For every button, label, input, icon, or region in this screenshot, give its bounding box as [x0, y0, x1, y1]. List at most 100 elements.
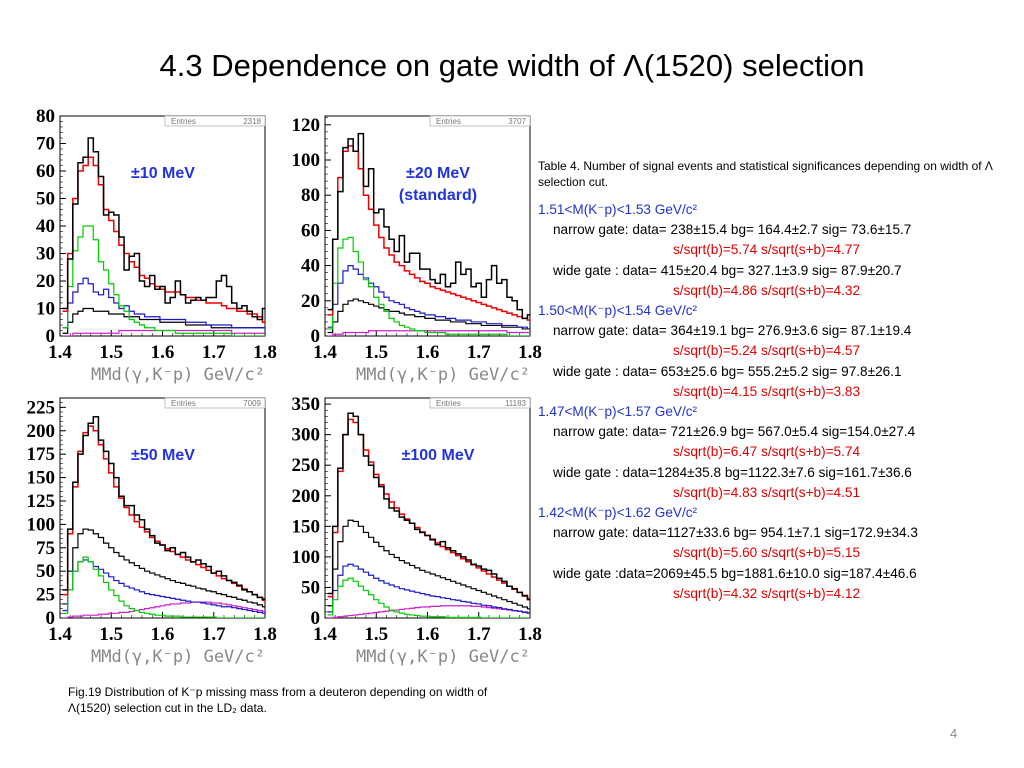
x-tick-label: 1.4 [313, 342, 337, 363]
gate-width-label: ±100 MeV [402, 447, 475, 464]
stats-entries-value: 7009 [243, 399, 261, 408]
x-tick-label: 1.5 [99, 342, 123, 363]
x-tick-label: 1.6 [151, 342, 175, 363]
narrow-significance-line: s/sqrt(b)=5.74 s/sqrt(s+b)=4.77 [673, 242, 861, 258]
stats-box: Entries 7009 [164, 397, 266, 409]
histogram-panel-50mev: Entries 7009 0 25 50 75 100 125 150 175 200 225 1.4 1… [20, 390, 280, 670]
y-tick-label: 150 [292, 516, 321, 537]
y-tick-label: 20 [301, 291, 320, 312]
wide-significance-line: s/sqrt(b)=4.15 s/sqrt(s+b)=3.83 [673, 383, 861, 399]
wide-gate-line: wide gate :data=2069±45.5 bg=1881.6±10.0… [553, 565, 917, 581]
x-tick-label: 1.6 [416, 624, 440, 645]
gate-width-label: ±10 MeV [131, 165, 195, 182]
x-axis-label: MMd(γ,K⁻p) GeV/c² [91, 365, 265, 385]
narrow-gate-line: narrow gate: data=1127±33.6 bg= 954.1±7.… [553, 525, 918, 541]
series-signal [327, 236, 530, 336]
stats-box-frame [164, 397, 266, 409]
y-tick-label: 100 [292, 150, 321, 171]
stats-entries-label: Entries [436, 117, 461, 126]
stats-entries-value: 3707 [508, 117, 526, 126]
stats-entries-value: 11183 [505, 399, 527, 408]
x-tick-label: 1.5 [99, 624, 123, 645]
stats-box-frame [429, 115, 531, 127]
stats-box: Entries 11183 [429, 397, 531, 409]
y-tick-label: 100 [27, 514, 56, 535]
y-tick-label: 0 [46, 326, 56, 347]
series-signal [327, 577, 530, 618]
slide-title: 4.3 Dependence on gate width of Λ(1520) … [159, 48, 865, 83]
x-tick-label: 1.8 [518, 624, 542, 645]
y-tick-label: 30 [36, 244, 55, 265]
y-tick-label: 0 [46, 608, 56, 629]
x-tick-label: 1.8 [253, 624, 277, 645]
table-caption: Table 4. Number of signal events and sta… [538, 159, 993, 189]
mass-range-line: 1.51<M(K⁻p)<1.53 GeV/c² [538, 202, 698, 217]
y-tick-label: 150 [27, 468, 56, 489]
x-axis-label: MMd(γ,K⁻p) GeV/c² [356, 647, 530, 667]
histogram-series-group [327, 132, 530, 336]
histogram-chart-10mev: Entries 2318 0 10 20 30 40 50 60 70 80 1.4 1.5 1.6 1.7… [36, 106, 277, 385]
y-tick-label: 100 [292, 547, 321, 568]
gate-width-label: ±50 MeV [131, 447, 195, 464]
series-phase-space [327, 519, 530, 610]
wide-significance-line: s/sqrt(b)=4.32 s/sqrt(s+b)=4.12 [673, 585, 861, 601]
x-tick-label: 1.4 [313, 624, 337, 645]
narrow-significance-line: s/sqrt(b)=5.24 s/sqrt(s+b)=4.57 [673, 343, 861, 359]
x-tick-label: 1.7 [467, 624, 491, 645]
y-tick-label: 40 [301, 256, 320, 277]
plot-frame [59, 397, 266, 619]
x-tick-label: 1.5 [364, 342, 388, 363]
gate-width-sublabel: (standard) [399, 187, 477, 204]
y-tick-label: 60 [36, 161, 55, 182]
y-tick-label: 25 [36, 585, 55, 606]
plot-frame [324, 115, 531, 337]
y-tick-label: 70 [36, 134, 55, 155]
stats-box-frame [429, 397, 531, 409]
y-tick-label: 50 [36, 561, 55, 582]
y-tick-label: 80 [36, 106, 55, 127]
figure-caption: Fig.19 Distribution of K⁻p missing mass … [68, 685, 488, 715]
series-background [327, 563, 530, 614]
x-axis-label: MMd(γ,K⁻p) GeV/c² [356, 365, 530, 385]
histogram-chart-20mev: Entries 3707 0 20 40 60 80 100 120 1.4 1.5 1.6 1.7 1.… [292, 115, 542, 385]
y-tick-label: 20 [36, 271, 55, 292]
wide-significance-line: s/sqrt(b)=4.83 s/sqrt(s+b)=4.51 [673, 484, 861, 500]
stats-box: Entries 2318 [164, 115, 266, 127]
x-tick-label: 1.8 [253, 342, 277, 363]
x-tick-label: 1.7 [467, 342, 491, 363]
x-tick-label: 1.7 [202, 342, 226, 363]
gate-width-label: ±20 MeV [406, 165, 470, 182]
series-other [62, 329, 265, 336]
x-axis-label: MMd(γ,K⁻p) GeV/c² [91, 647, 265, 667]
stats-entries-value: 2318 [243, 117, 261, 126]
histogram-series-group [62, 415, 265, 618]
y-tick-label: 225 [27, 397, 56, 418]
x-tick-label: 1.4 [48, 342, 72, 363]
x-tick-label: 1.8 [518, 342, 542, 363]
y-tick-label: 250 [292, 455, 321, 476]
series-phase-space [62, 307, 265, 334]
series-data [327, 412, 530, 601]
x-tick-label: 1.4 [48, 624, 72, 645]
histogram-series-group [62, 137, 265, 336]
mass-range-line: 1.47<M(K⁻p)<1.57 GeV/c² [538, 404, 698, 420]
stats-entries-label: Entries [171, 399, 196, 408]
x-tick-label: 1.7 [202, 624, 226, 645]
series-background [327, 265, 530, 330]
wide-gate-line: wide gate : data= 415±20.4 bg= 327.1±3.9… [553, 262, 902, 278]
series-background [62, 559, 265, 614]
histogram-chart-100mev: Entries 11183 0 50 100 150 200 250 300 350 1.4 1.5 1… [292, 394, 542, 667]
wide-gate-line: wide gate : data=1284±35.8 bg=1122.3±7.6… [553, 464, 912, 480]
y-tick-label: 200 [292, 486, 321, 507]
significance-table: Table 4. Number of signal events and sta… [538, 158, 1020, 604]
wide-gate-line: wide gate : data= 653±25.6 bg= 555.2±5.2… [553, 363, 902, 379]
histogram-panel-100mev: Entries 11183 0 50 100 150 200 250 300 350 1.4 1.5 1… [285, 390, 545, 670]
y-tick-label: 300 [292, 425, 321, 446]
y-tick-label: 50 [36, 189, 55, 210]
histogram-panel-20mev: Entries 3707 0 20 40 60 80 100 120 1.4 1.5 1.6 1.7 1.… [285, 108, 545, 388]
series-data [62, 415, 265, 601]
series-data [327, 132, 530, 320]
stats-entries-label: Entries [171, 117, 196, 126]
narrow-gate-line: narrow gate: data= 238±15.4 bg= 164.4±2.… [553, 222, 912, 238]
